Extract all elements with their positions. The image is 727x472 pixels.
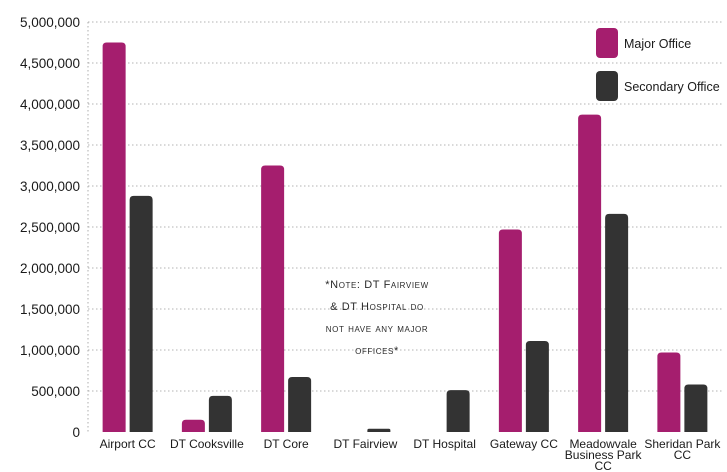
y-tick-label: 4,000,000	[20, 97, 80, 112]
y-tick-label: 2,000,000	[20, 261, 80, 276]
x-category-label: Sheridan Park CC	[644, 437, 721, 462]
y-tick-label: 1,500,000	[20, 302, 80, 317]
bar-secondary-office	[208, 395, 232, 432]
y-tick-label: 1,000,000	[20, 343, 80, 358]
bar-major-office	[261, 165, 285, 432]
x-axis-categories: Airport CC DT Cooksville DT Core DT Fairvie…	[100, 437, 722, 472]
bars	[102, 42, 708, 432]
bar-major-office	[657, 352, 681, 432]
y-tick-label: 4,500,000	[20, 56, 80, 71]
bar-secondary-office	[446, 390, 470, 432]
bar-major-office	[181, 419, 205, 432]
chart-annotation: *Note: DT Fairview & DT Hospital do not …	[325, 279, 429, 357]
legend-label: Major Office	[624, 37, 691, 51]
y-tick-label: 3,000,000	[20, 179, 80, 194]
x-category-label: Gateway CC	[490, 437, 558, 451]
bar-secondary-office	[684, 384, 708, 432]
bar-secondary-office	[288, 377, 312, 432]
legend: Major Office Secondary Office	[596, 28, 720, 101]
x-category-label: DT Cooksville	[170, 437, 244, 451]
x-category-label: DT Hospital	[413, 437, 475, 451]
bar-major-office	[498, 229, 522, 432]
bar-major-office	[102, 42, 126, 432]
legend-swatch	[596, 28, 618, 58]
y-tick-label: 500,000	[31, 384, 80, 399]
y-tick-label: 2,500,000	[20, 220, 80, 235]
legend-swatch	[596, 71, 618, 101]
y-tick-label: 3,500,000	[20, 138, 80, 153]
legend-label: Secondary Office	[624, 80, 720, 94]
bar-secondary-office	[525, 340, 549, 432]
y-tick-label: 0	[72, 425, 80, 440]
x-category-label: Airport CC	[100, 437, 156, 451]
x-category-label: DT Core	[264, 437, 309, 451]
y-axis-ticks: 0 500,000 1,000,000 1,500,000 2,000,000 2,500…	[20, 15, 80, 440]
x-category-label: Meadowvale Business Park CC	[565, 437, 643, 472]
bar-secondary-office	[129, 195, 153, 432]
bar-major-office	[578, 114, 602, 432]
bar-secondary-office	[605, 213, 629, 432]
bar-secondary-office	[367, 428, 391, 432]
y-tick-label: 5,000,000	[20, 15, 80, 30]
x-category-label: DT Fairview	[333, 437, 397, 451]
